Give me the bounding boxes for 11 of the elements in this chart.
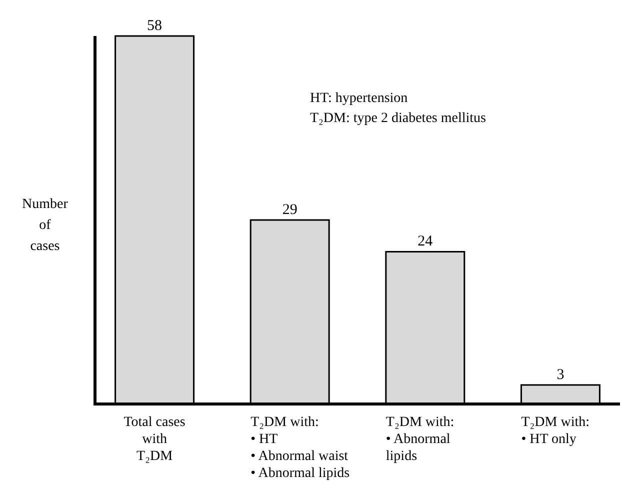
x-tick-label: T₂DM with: • HT • Abnormal waist • Abnormal lipids [250, 415, 350, 481]
y-axis-title: Number of cases [22, 197, 68, 254]
data-label: 3 [556, 366, 564, 383]
annotation: T₂DM: type 2 diabetes mellitus [310, 111, 486, 126]
x-tick-label: T₂DM with: • HT only [521, 415, 590, 447]
data-label: 58 [147, 18, 162, 34]
data-label: 24 [418, 234, 434, 250]
data-label: 29 [282, 202, 298, 218]
x-tick-label: T₂DM with: • Abnormal lipids [386, 415, 454, 464]
annotation: HT: hypertension [310, 91, 408, 106]
x-tick-label: Total cases with T₂DM [124, 415, 186, 464]
